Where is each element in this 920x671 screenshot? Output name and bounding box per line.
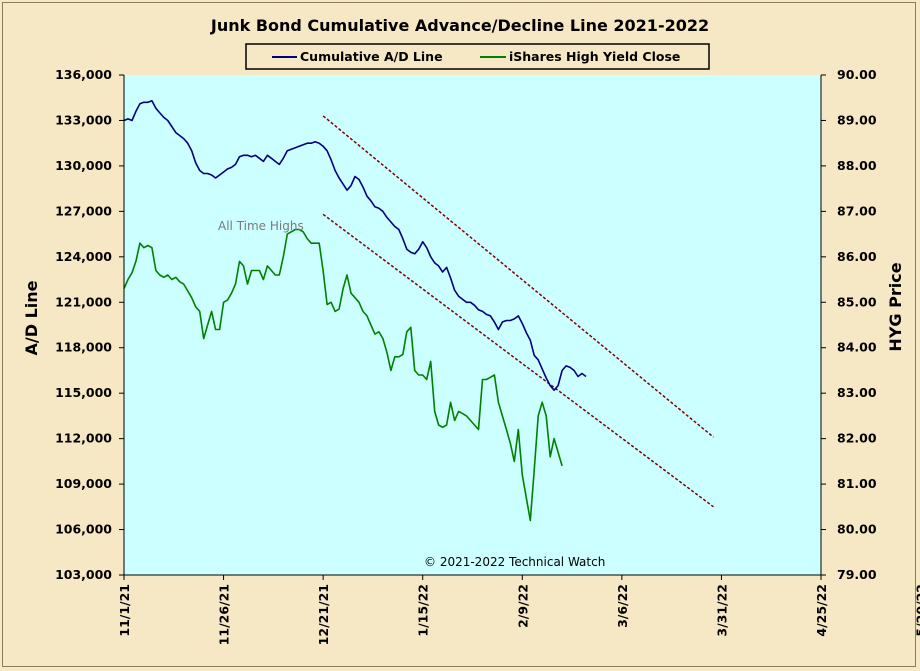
x-tick-label: 3/6/22 xyxy=(615,584,630,628)
x-tick-label: 4/25/22 xyxy=(814,584,829,637)
left-tick-label: 106,000 xyxy=(55,522,112,537)
right-tick-label: 87.00 xyxy=(837,203,877,218)
x-tick-label: 2/9/22 xyxy=(515,584,530,628)
trend-line-lower xyxy=(322,213,714,508)
chart-title: Junk Bond Cumulative Advance/Decline Lin… xyxy=(210,16,709,35)
legend: Cumulative A/D Line iShares High Yield C… xyxy=(245,43,710,70)
right-tick-label: 83.00 xyxy=(837,385,877,400)
right-tick-label: 89.00 xyxy=(837,112,877,127)
x-tick-label: 3/31/22 xyxy=(714,584,729,637)
right-tick-label: 90.00 xyxy=(837,67,877,82)
copyright-text: © 2021-2022 Technical Watch xyxy=(424,555,605,569)
right-tick-label: 84.00 xyxy=(837,340,877,355)
right-tick-label: 81.00 xyxy=(837,476,877,491)
x-tick-label: 11/26/21 xyxy=(217,584,232,645)
legend-label-hyg: iShares High Yield Close xyxy=(509,49,680,64)
x-tick-label: 11/1/21 xyxy=(117,584,132,637)
left-tick-label: 118,000 xyxy=(55,340,112,355)
right-axis: 90.00 89.00 88.00 87.00 86.00 85.00 84.00 83.00… xyxy=(821,67,877,582)
right-tick-label: 82.00 xyxy=(837,431,877,446)
right-tick-label: 79.00 xyxy=(837,567,877,582)
legend-label-ad: Cumulative A/D Line xyxy=(300,49,443,64)
legend-box xyxy=(245,43,710,70)
y2-axis-label: HYG Price xyxy=(886,262,905,351)
right-tick-label: 85.00 xyxy=(837,294,877,309)
trend-lines xyxy=(322,115,714,508)
left-tick-label: 130,000 xyxy=(55,158,112,173)
left-tick-label: 124,000 xyxy=(55,249,112,264)
y-axis-label: A/D Line xyxy=(22,280,41,355)
left-tick-label: 115,000 xyxy=(55,385,112,400)
annotation-all-time-highs: All Time Highs xyxy=(218,219,304,233)
left-tick-label: 136,000 xyxy=(55,67,112,82)
right-tick-label: 80.00 xyxy=(837,522,877,537)
left-tick-label: 121,000 xyxy=(55,294,112,309)
left-tick-label: 133,000 xyxy=(55,112,112,127)
left-tick-label: 112,000 xyxy=(55,431,112,446)
right-tick-label: 86.00 xyxy=(837,249,877,264)
left-tick-label: 127,000 xyxy=(55,203,112,218)
x-tick-label: 1/15/22 xyxy=(416,584,431,637)
x-tick-label: 12/21/21 xyxy=(316,584,331,645)
trend-line-upper xyxy=(322,115,714,438)
series-line-hyg xyxy=(123,228,563,522)
left-tick-label: 109,000 xyxy=(55,476,112,491)
x-tick-label: 5/20/22 xyxy=(914,584,920,637)
left-tick-label: 103,000 xyxy=(55,567,112,582)
series-group xyxy=(123,100,587,522)
right-tick-label: 88.00 xyxy=(837,158,877,173)
x-axis: 11/1/21 11/26/21 12/21/21 1/15/22 2/9/22 3/6/… xyxy=(117,575,920,645)
plot-area xyxy=(124,75,821,575)
series-line-ad xyxy=(123,100,587,391)
left-axis: 136,000 133,000 130,000 127,000 124,000 121,0… xyxy=(55,67,124,582)
